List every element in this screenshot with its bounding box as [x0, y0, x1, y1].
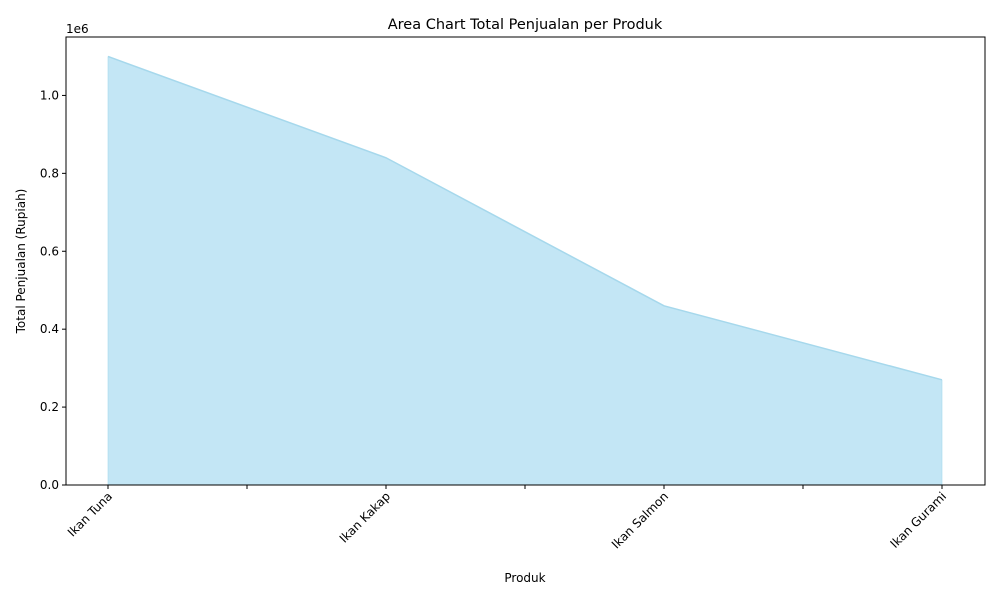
chart-title: Area Chart Total Penjualan per Produk [388, 17, 663, 33]
x-axis-label: Produk [504, 571, 545, 585]
y-tick-label: 1.0 [40, 88, 59, 102]
y-offset-label: 1e6 [66, 22, 89, 36]
x-tick-label: Ikan Tuna [65, 489, 115, 539]
y-tick-label: 0.2 [40, 400, 59, 414]
series-line [107, 55, 943, 381]
y-tick-label: 0.8 [40, 166, 59, 180]
y-tick-label: 0.4 [40, 322, 59, 336]
y-axis-label: Total Penjualan (Rupiah) [14, 189, 28, 335]
y-tick-label: 0.6 [40, 244, 59, 258]
area-fill [108, 56, 942, 485]
x-axis: Ikan Tuna Ikan Kakap Ikan Salmon Ikan Guram… [65, 485, 949, 551]
plot-area [107, 55, 943, 485]
plot-frame [65, 36, 986, 486]
y-axis: 0.0 0.2 0.4 0.6 0.8 1.0 [40, 88, 66, 492]
y-tick-label: 0.0 [40, 478, 59, 492]
x-tick-label: Ikan Kakap [337, 489, 393, 545]
x-tick-label: Ikan Salmon [609, 489, 671, 551]
x-tick-label: Ikan Gurami [887, 489, 949, 551]
